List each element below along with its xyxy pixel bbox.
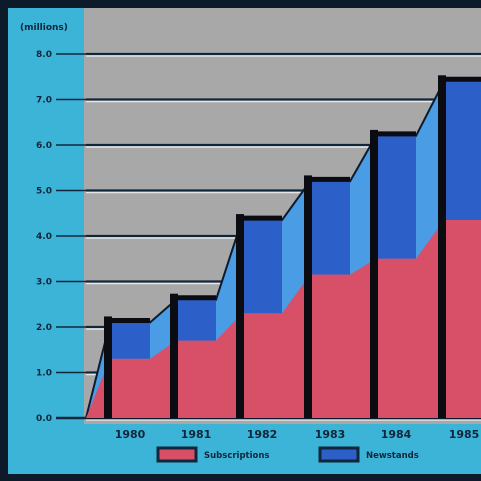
- x-tick-label: 1985: [449, 428, 480, 441]
- bar-newstands: [110, 322, 150, 359]
- bar-subscriptions: [242, 313, 282, 418]
- x-tick-label: 1983: [315, 428, 346, 441]
- bar-newstands: [444, 81, 481, 221]
- y-tick-label: 6.0: [36, 141, 52, 151]
- bar-shadow-edge: [170, 293, 178, 418]
- y-tick-label: 7.0: [36, 96, 52, 106]
- x-tick-label: 1982: [247, 428, 278, 441]
- y-tick-label: 5.0: [36, 187, 52, 197]
- legend-label-newstands: Newstands: [366, 451, 419, 461]
- x-tick-label: 1984: [381, 428, 412, 441]
- bar-newstands: [242, 220, 282, 314]
- legend-swatch-newstands: [318, 446, 360, 463]
- bar-newstands: [376, 135, 416, 259]
- bar-subscriptions: [310, 274, 350, 418]
- y-tick-label: 8.0: [36, 50, 52, 60]
- bar-shadow-edge: [104, 316, 112, 418]
- legend-swatch-subscriptions: [156, 446, 198, 463]
- x-tick-label: 1981: [181, 428, 212, 441]
- x-axis-panel: [8, 424, 481, 474]
- bar-shadow-edge: [370, 129, 378, 418]
- bar-subscriptions: [376, 258, 416, 418]
- legend-label-subscriptions: Subscriptions: [204, 451, 269, 461]
- y-tick-label: 3.0: [36, 278, 52, 288]
- y-axis-panel: [8, 8, 84, 474]
- y-tick-label: 0.0: [36, 414, 52, 424]
- bar-newstands: [176, 299, 216, 341]
- y-tick-label: 4.0: [36, 232, 52, 242]
- bar-subscriptions: [176, 340, 216, 418]
- legend: Subscriptions Newstands: [156, 446, 419, 463]
- y-tick-label: 2.0: [36, 323, 52, 333]
- bar-newstands: [310, 181, 350, 275]
- y-unit-label: (millions): [20, 23, 68, 33]
- bar-shadow-edge: [236, 214, 244, 418]
- bar-subscriptions: [110, 358, 150, 418]
- y-tick-label: 1.0: [36, 369, 52, 379]
- bar-subscriptions: [444, 220, 481, 418]
- bar-shadow-edge: [438, 75, 446, 419]
- bar-shadow-edge: [304, 175, 312, 418]
- x-tick-label: 1980: [115, 428, 146, 441]
